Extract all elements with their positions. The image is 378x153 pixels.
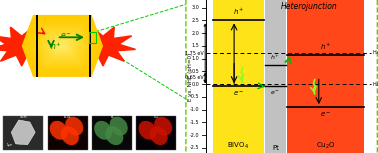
Text: h$^+$: h$^+$: [320, 41, 331, 52]
Text: Pt: Pt: [272, 145, 279, 151]
Polygon shape: [54, 40, 70, 52]
FancyBboxPatch shape: [186, 0, 377, 153]
Text: H$_2$O/H$_2$: H$_2$O/H$_2$: [372, 80, 378, 89]
Ellipse shape: [154, 117, 172, 136]
Bar: [287, 0, 364, 153]
Bar: [3, 116, 43, 150]
Text: 2.0: 2.0: [192, 31, 200, 36]
Polygon shape: [22, 15, 103, 77]
Text: -2.5: -2.5: [190, 145, 200, 150]
Text: 1.5: 1.5: [192, 43, 200, 48]
Text: e$^-$: e$^-$: [233, 89, 244, 98]
Text: -2.0: -2.0: [190, 133, 200, 138]
Polygon shape: [36, 26, 89, 66]
Polygon shape: [70, 27, 136, 66]
Text: h$^+$: h$^+$: [270, 53, 280, 62]
Polygon shape: [46, 34, 79, 58]
Polygon shape: [11, 120, 35, 145]
Ellipse shape: [61, 126, 79, 145]
Text: e$^-$: e$^-$: [320, 110, 331, 119]
Text: 1μm: 1μm: [7, 143, 13, 147]
Ellipse shape: [65, 117, 83, 136]
Bar: [213, 0, 264, 153]
Polygon shape: [38, 27, 87, 65]
Text: 1.75 eV: 1.75 eV: [185, 51, 204, 56]
Ellipse shape: [105, 126, 123, 145]
Polygon shape: [32, 23, 93, 69]
Polygon shape: [50, 37, 74, 55]
Text: 2.5: 2.5: [192, 18, 200, 23]
Polygon shape: [26, 18, 99, 74]
Text: BiVO$_4$: BiVO$_4$: [227, 141, 249, 151]
Text: H$_2$O/O$_2$: H$_2$O/O$_2$: [372, 48, 378, 57]
Polygon shape: [56, 41, 68, 50]
Bar: [265, 0, 286, 153]
Polygon shape: [60, 44, 64, 47]
Polygon shape: [28, 20, 97, 72]
Polygon shape: [48, 35, 77, 57]
Text: Heterojunction: Heterojunction: [281, 2, 338, 11]
Polygon shape: [52, 38, 73, 54]
Bar: [89, 32, 96, 43]
Text: 0.5: 0.5: [192, 69, 200, 74]
Text: 0.0: 0.0: [192, 82, 200, 87]
Text: -1.0: -1.0: [190, 107, 200, 112]
Polygon shape: [22, 15, 103, 77]
Bar: [48, 116, 88, 150]
Polygon shape: [30, 21, 95, 71]
Ellipse shape: [138, 121, 156, 140]
Polygon shape: [58, 43, 67, 49]
Text: Cu: Cu: [154, 115, 159, 119]
Polygon shape: [0, 27, 54, 66]
Text: Bi: Bi: [110, 115, 114, 119]
Ellipse shape: [150, 126, 168, 145]
Bar: [92, 116, 132, 150]
Text: e$^-$: e$^-$: [270, 89, 280, 97]
Text: SEM: SEM: [19, 115, 27, 119]
Text: EDS: EDS: [64, 115, 71, 119]
Text: Cu$_2$O: Cu$_2$O: [316, 141, 336, 151]
Text: 1.0: 1.0: [192, 56, 200, 61]
Text: E vs. NHE (pH=0): E vs. NHE (pH=0): [188, 52, 193, 101]
Text: h$^+$: h$^+$: [50, 41, 62, 52]
Bar: [36, 15, 38, 77]
Polygon shape: [40, 29, 85, 63]
Polygon shape: [42, 30, 83, 61]
Polygon shape: [34, 24, 91, 68]
Ellipse shape: [50, 121, 68, 140]
Text: -1.5: -1.5: [190, 120, 200, 125]
Bar: [136, 116, 177, 150]
Text: 3.0: 3.0: [192, 5, 200, 10]
Ellipse shape: [94, 121, 112, 140]
Polygon shape: [24, 17, 101, 75]
Text: e$^-$: e$^-$: [60, 31, 71, 41]
Ellipse shape: [110, 117, 128, 136]
Text: h$^+$: h$^+$: [233, 7, 244, 17]
Polygon shape: [44, 32, 81, 60]
Text: 0.65 eV: 0.65 eV: [185, 75, 204, 80]
Bar: [89, 15, 91, 77]
Text: -0.5: -0.5: [190, 94, 200, 99]
